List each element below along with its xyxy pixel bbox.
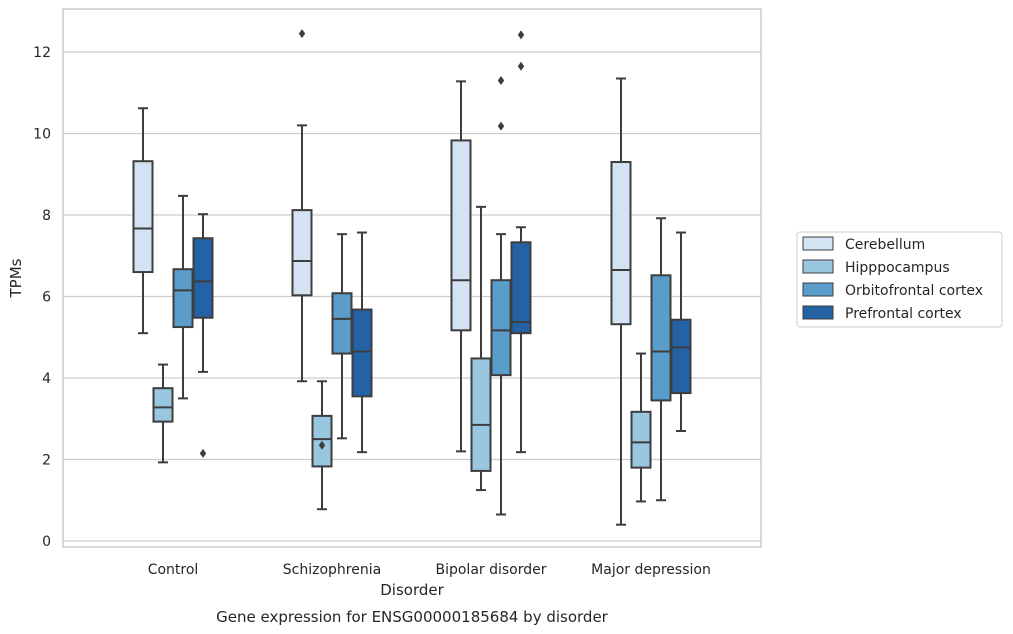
box-groups: [132, 29, 692, 526]
box: [351, 308, 373, 398]
outlier-point: [497, 76, 505, 86]
legend-label: Cerebellum: [845, 237, 925, 253]
x-tick-label: Control: [148, 562, 199, 578]
x-tick-label: Bipolar disorder: [435, 562, 546, 578]
y-tick-label: 10: [33, 127, 51, 143]
box: [470, 357, 492, 472]
outlier-point: [298, 29, 306, 39]
box: [152, 387, 174, 423]
series-hipppocampus: [152, 205, 652, 511]
y-tick-label: 0: [42, 534, 51, 550]
outlier-point: [318, 440, 326, 450]
outlier-point: [497, 121, 505, 131]
box: [510, 241, 532, 335]
x-axis-ticks: Control Schizophrenia Bipolar disorder Majo…: [148, 562, 711, 578]
x-tick-label: Schizophrenia: [283, 562, 381, 578]
series-prefrontal-cortex: [192, 30, 692, 458]
y-tick-label: 4: [42, 371, 51, 387]
x-axis-label: Disorder: [380, 581, 444, 599]
plot-area-frame: [62, 8, 762, 548]
legend-swatch: [802, 236, 834, 251]
box: [331, 292, 353, 355]
legend-label: Hipppocampus: [845, 260, 950, 276]
y-tick-label: 8: [42, 208, 51, 224]
outlier-point: [199, 448, 207, 458]
box: [450, 139, 472, 332]
box: [490, 279, 512, 377]
legend-swatch: [802, 305, 834, 320]
legend: Cerebellum Hipppocampus Orbitofrontal cort…: [796, 231, 1003, 328]
legend-swatch: [802, 259, 834, 274]
series-orbitofrontal-cortex: [172, 76, 672, 516]
legend-frame: [796, 231, 1003, 328]
figure-caption: Gene expression for ENSG00000185684 by d…: [216, 608, 609, 626]
legend-swatch: [802, 282, 834, 297]
legend-label: Prefrontal cortex: [845, 306, 962, 322]
y-tick-label: 6: [42, 290, 51, 306]
y-axis-ticks: 0 2 4 6 8 10 12: [33, 45, 51, 550]
x-tick-label: Major depression: [591, 562, 711, 578]
outlier-point: [517, 61, 525, 71]
legend-label: Orbitofrontal cortex: [845, 283, 983, 299]
box: [172, 268, 194, 329]
box: [650, 274, 672, 402]
box: [132, 160, 154, 274]
outlier-point: [517, 30, 525, 40]
y-axis-label: TPMs: [7, 258, 25, 298]
y-tick-label: 12: [33, 45, 51, 61]
box: [192, 237, 214, 319]
series-cerebellum: [132, 29, 632, 526]
box: [291, 209, 313, 297]
box: [610, 161, 632, 326]
box: [630, 410, 652, 469]
y-tick-label: 2: [42, 453, 51, 469]
box: [670, 318, 692, 395]
